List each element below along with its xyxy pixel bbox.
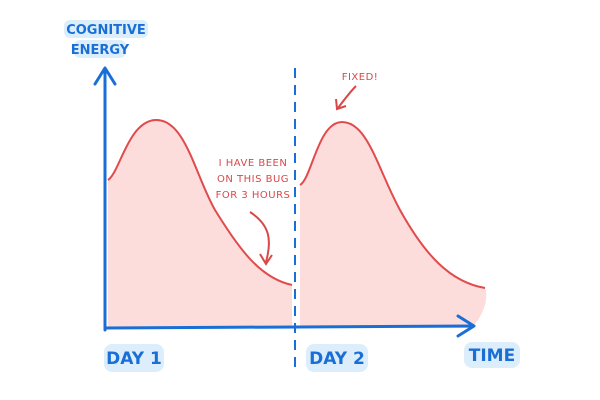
y-axis-label: COGNITIVE xyxy=(66,23,146,38)
energy-area xyxy=(300,122,487,328)
y-axis-label: ENERGY xyxy=(71,43,130,58)
annotation-arrow xyxy=(259,253,273,266)
energy-curve xyxy=(299,120,486,289)
label-highlight xyxy=(74,40,126,58)
annotation-arrow xyxy=(249,211,270,263)
label-highlight xyxy=(104,344,164,372)
x-axis-label: TIME xyxy=(469,346,515,366)
annotation-arrow xyxy=(335,98,347,111)
x-axis xyxy=(103,324,474,330)
label-highlight xyxy=(306,344,368,372)
annotation-arrow xyxy=(337,85,357,109)
energy-area xyxy=(108,119,292,328)
annotation: ON THIS BUG xyxy=(217,174,289,185)
annotation: I HAVE BEEN xyxy=(219,158,288,169)
annotation: FOR 3 HOURS xyxy=(216,190,291,201)
day-label: DAY 1 xyxy=(106,349,162,369)
axis-arrow xyxy=(93,66,117,86)
label-highlight xyxy=(64,20,148,38)
annotation: FIXED! xyxy=(342,72,379,83)
energy-curve xyxy=(107,118,293,286)
day-label: DAY 2 xyxy=(309,349,365,369)
axis-arrow xyxy=(456,314,476,338)
label-highlight xyxy=(464,342,520,368)
